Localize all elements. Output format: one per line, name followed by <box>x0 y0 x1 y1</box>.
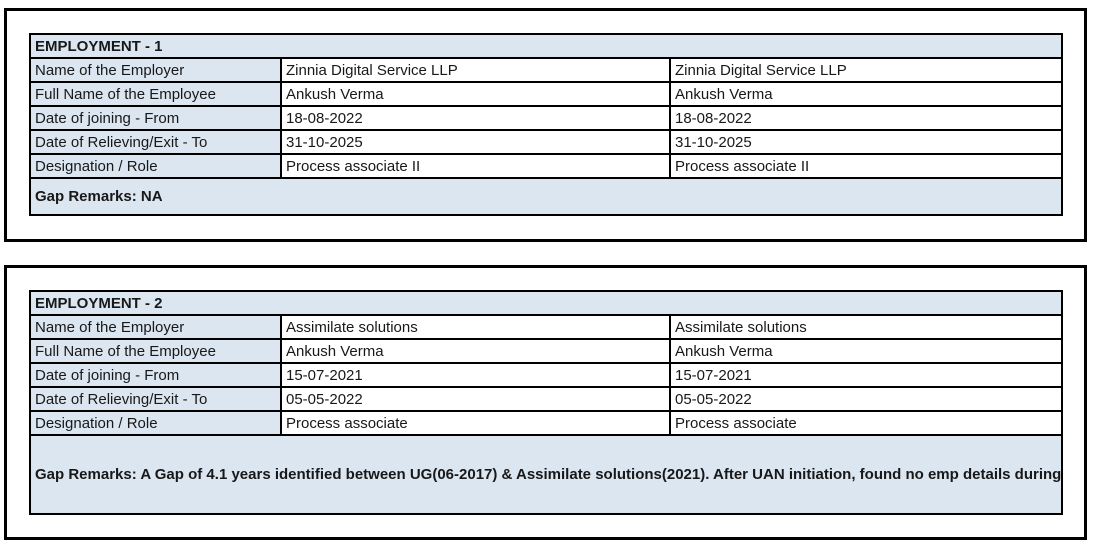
table-row: Name of the Employer Assimilate solution… <box>29 314 1064 340</box>
designation-value-2: Process associate II <box>668 153 1064 179</box>
row-label-employee: Full Name of the Employee <box>29 338 282 364</box>
table-row: Date of joining - From 15-07-2021 15-07-… <box>29 362 1064 388</box>
joining-date-value-1: 15-07-2021 <box>280 362 671 388</box>
table-row: Designation / Role Process associate Pro… <box>29 410 1064 436</box>
table-row: Date of Relieving/Exit - To 05-05-2022 0… <box>29 386 1064 412</box>
employment-1-box: EMPLOYMENT - 1 Name of the Employer Zinn… <box>4 8 1087 242</box>
row-label-designation: Designation / Role <box>29 410 282 436</box>
employment-2-table: EMPLOYMENT - 2 Name of the Employer Assi… <box>28 290 1064 515</box>
relieving-date-value-2: 05-05-2022 <box>668 386 1064 412</box>
row-label-employer: Name of the Employer <box>29 314 282 340</box>
joining-date-value-2: 18-08-2022 <box>668 105 1064 131</box>
row-label-employer: Name of the Employer <box>29 57 282 83</box>
table-row: Date of joining - From 18-08-2022 18-08-… <box>29 105 1064 131</box>
employment-2-box: EMPLOYMENT - 2 Name of the Employer Assi… <box>4 265 1087 540</box>
relieving-date-value-2: 31-10-2025 <box>668 129 1064 155</box>
employment-2-title: EMPLOYMENT - 2 <box>28 290 1064 316</box>
row-label-relieving-date: Date of Relieving/Exit - To <box>29 129 282 155</box>
employer-value-1: Zinnia Digital Service LLP <box>280 57 671 83</box>
table-row: Date of Relieving/Exit - To 31-10-2025 3… <box>29 129 1064 155</box>
gap-remarks-row: Gap Remarks: A Gap of 4.1 years identifi… <box>28 434 1064 515</box>
joining-date-value-2: 15-07-2021 <box>668 362 1064 388</box>
table-row: Name of the Employer Zinnia Digital Serv… <box>29 57 1064 83</box>
row-label-relieving-date: Date of Relieving/Exit - To <box>29 386 282 412</box>
gap-remarks-row: Gap Remarks: NA <box>28 177 1064 216</box>
designation-value-1: Process associate II <box>280 153 671 179</box>
employee-value-1: Ankush Verma <box>280 338 671 364</box>
row-label-employee: Full Name of the Employee <box>29 81 282 107</box>
gap-remarks-text: Gap Remarks: A Gap of 4.1 years identifi… <box>28 434 1064 515</box>
employer-value-2: Assimilate solutions <box>668 314 1064 340</box>
employee-value-2: Ankush Verma <box>668 81 1064 107</box>
table-header-row: EMPLOYMENT - 2 <box>28 290 1064 316</box>
employment-1-table: EMPLOYMENT - 1 Name of the Employer Zinn… <box>28 33 1064 216</box>
designation-value-1: Process associate <box>280 410 671 436</box>
employment-1-title: EMPLOYMENT - 1 <box>28 33 1064 59</box>
table-row: Full Name of the Employee Ankush Verma A… <box>29 81 1064 107</box>
relieving-date-value-1: 05-05-2022 <box>280 386 671 412</box>
employer-value-1: Assimilate solutions <box>280 314 671 340</box>
table-row: Designation / Role Process associate II … <box>29 153 1064 179</box>
row-label-designation: Designation / Role <box>29 153 282 179</box>
table-header-row: EMPLOYMENT - 1 <box>28 33 1064 59</box>
table-row: Full Name of the Employee Ankush Verma A… <box>29 338 1064 364</box>
employee-value-2: Ankush Verma <box>668 338 1064 364</box>
joining-date-value-1: 18-08-2022 <box>280 105 671 131</box>
employer-value-2: Zinnia Digital Service LLP <box>668 57 1064 83</box>
row-label-joining-date: Date of joining - From <box>29 105 282 131</box>
gap-remarks-text: Gap Remarks: NA <box>28 177 1064 216</box>
designation-value-2: Process associate <box>668 410 1064 436</box>
row-label-joining-date: Date of joining - From <box>29 362 282 388</box>
relieving-date-value-1: 31-10-2025 <box>280 129 671 155</box>
employee-value-1: Ankush Verma <box>280 81 671 107</box>
